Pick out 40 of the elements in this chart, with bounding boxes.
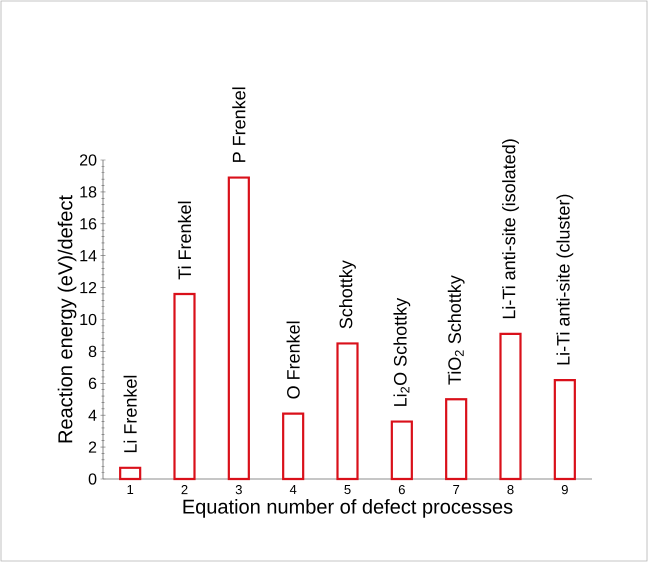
y-tick-label: 16 (80, 218, 96, 230)
bar (119, 466, 142, 480)
annotation: P Frenkel (232, 88, 246, 162)
x-tick-label: 7 (453, 485, 460, 494)
bar (228, 176, 250, 480)
annotation: Schottky (339, 260, 356, 328)
x-axis-title: Equation number of defect processes (183, 499, 512, 518)
y-tick-label: 20 (80, 154, 96, 166)
annotation: Li-Ti anti-site (cluster) (556, 194, 574, 364)
y-tick-label: 2 (88, 442, 96, 453)
x-tick-label: 3 (236, 485, 242, 494)
x-tick-label: 5 (344, 485, 351, 494)
y-tick-label: 6 (88, 378, 96, 389)
annotation: Li-Ti anti-site (isolated) (502, 139, 519, 318)
bar (499, 332, 522, 480)
annotation: O Frenkel (286, 322, 300, 399)
y-tick-label: 0 (88, 473, 96, 485)
y-tick-label: 8 (88, 346, 96, 358)
bar (445, 398, 468, 480)
x-tick-label: 1 (128, 485, 134, 494)
bar (173, 292, 196, 480)
bar (282, 412, 304, 480)
y-tick-label: 14 (80, 250, 97, 262)
x-tick-label: 4 (290, 485, 296, 494)
y-tick-label: 4 (88, 410, 97, 421)
y-axis-title: Reaction energy (eV)/defect (58, 195, 76, 442)
x-tick-label: 6 (398, 485, 405, 494)
x-tick-label: 2 (182, 485, 188, 494)
y-tick-label: 12 (80, 282, 96, 294)
annotation: Ti Frenkel (178, 202, 192, 280)
bar (390, 420, 413, 480)
y-tick-label: 10 (80, 314, 96, 326)
y-tick-label: 18 (80, 186, 96, 198)
bar (554, 379, 576, 480)
annotation: TiO$_{2}$ Schottky (448, 275, 465, 385)
x-tick-label: 9 (562, 485, 568, 494)
x-tick-label: 8 (507, 485, 514, 494)
annotation: Li$_{2}$O Schottky (393, 298, 410, 406)
bar (336, 342, 359, 480)
annotation: Li Frenkel (124, 376, 137, 452)
